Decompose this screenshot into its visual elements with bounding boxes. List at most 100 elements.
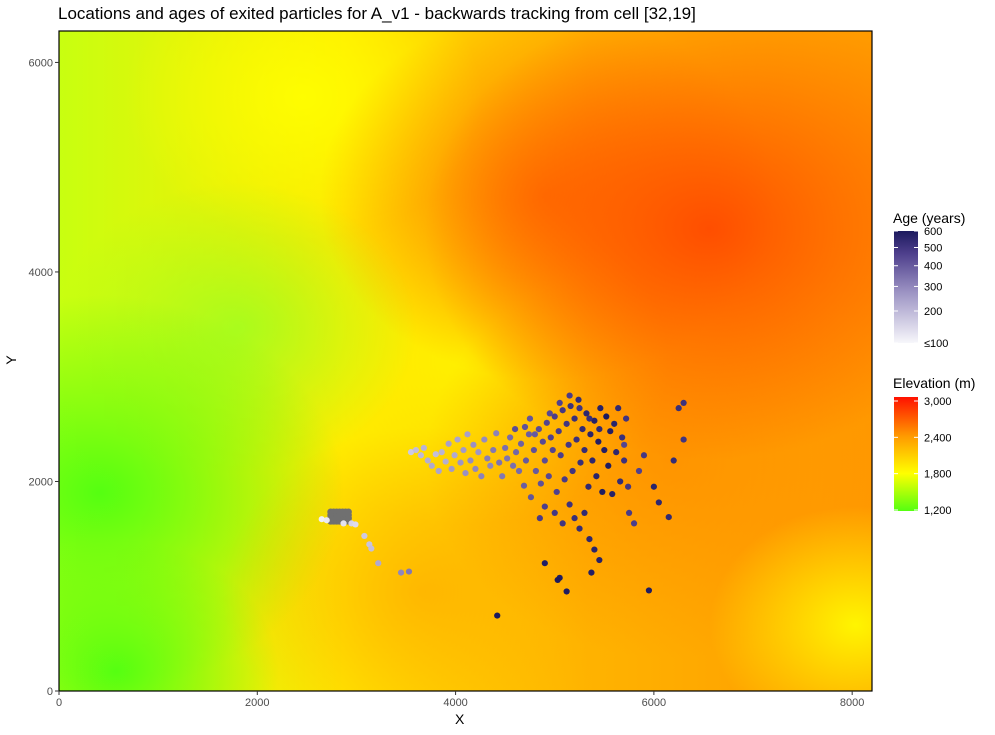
chart-title: Locations and ages of exited particles f…: [58, 4, 696, 23]
age-tick-label: 400: [924, 261, 942, 273]
particle-point: [478, 473, 485, 480]
particle-point: [586, 415, 593, 422]
particle-point: [630, 520, 638, 527]
particle-point: [559, 407, 566, 414]
particle-point: [405, 568, 413, 575]
particle-point: [526, 415, 534, 422]
particle-point: [541, 503, 548, 510]
x-axis-title: X: [455, 711, 465, 727]
particle-point: [507, 434, 514, 441]
particle-point: [554, 576, 561, 584]
particle-point: [509, 462, 517, 469]
particle-point: [527, 494, 535, 501]
particle-point: [557, 452, 564, 459]
x-tick-label: 2000: [245, 697, 269, 709]
particle-point: [645, 587, 653, 594]
particle-point: [472, 465, 479, 473]
elevation-tick-label: 2,400: [924, 432, 952, 444]
particle-point: [601, 446, 608, 454]
particle-point: [556, 399, 563, 407]
particle-point: [451, 452, 458, 459]
particle-point: [424, 457, 431, 464]
particle-point: [464, 431, 471, 438]
particle-point: [650, 483, 657, 490]
particle-point: [493, 430, 500, 437]
age-tick-label: 600: [924, 226, 942, 238]
particle-point: [462, 469, 469, 477]
particle-point: [588, 569, 595, 576]
particle-point: [521, 423, 529, 431]
particle-point: [470, 441, 477, 448]
particle-point: [502, 444, 509, 452]
particle-point: [591, 417, 598, 424]
particle-point: [517, 440, 525, 447]
particle-point: [438, 449, 445, 456]
age-tick-label: 300: [924, 281, 942, 293]
particle-point: [551, 413, 558, 420]
particle-point: [484, 455, 491, 462]
particle-point: [655, 499, 662, 506]
particle-point: [539, 438, 546, 445]
particle-point: [407, 449, 415, 456]
elevation-tick-label: 1,800: [924, 469, 952, 481]
particle-point: [619, 434, 626, 441]
age-tick-label: ≤100: [924, 338, 948, 350]
elevation-raster: [59, 31, 872, 691]
particle-point: [625, 509, 633, 517]
plot-panel-border: [58, 30, 873, 692]
particle-point: [596, 556, 603, 564]
grey-point: [345, 508, 352, 516]
particle-point: [576, 525, 583, 532]
particle-point: [361, 532, 368, 540]
particle-point: [530, 446, 538, 454]
x-tick-label: 0: [56, 697, 62, 709]
particle-point: [481, 436, 488, 443]
particle-point: [571, 415, 578, 422]
elevation-tick-label: 3,000: [924, 396, 952, 408]
y-tick-label: 2000: [29, 476, 53, 488]
particle-point: [536, 515, 543, 522]
particle-point: [623, 415, 630, 422]
particle-point: [475, 449, 482, 456]
particle-point: [511, 425, 519, 433]
particle-point: [340, 520, 347, 527]
particle-point: [460, 446, 467, 454]
particle-point: [432, 451, 439, 458]
age-legend-ticks: ≤100 200 300 400 500 600: [894, 226, 948, 350]
particle-point: [635, 467, 643, 475]
particle-point: [496, 459, 503, 466]
particle-point: [589, 457, 596, 464]
particle-point: [675, 405, 682, 412]
particle-point: [323, 517, 330, 524]
particle-points: [318, 392, 687, 619]
particle-point: [611, 420, 618, 427]
particle-point: [561, 476, 568, 483]
particle-point: [457, 459, 464, 466]
particle-point: [375, 560, 382, 567]
particle-point: [585, 483, 592, 490]
x-tick-label: 8000: [840, 697, 864, 709]
age-tick-label: 200: [924, 306, 942, 318]
particle-point: [420, 444, 427, 452]
particle-point: [640, 452, 648, 459]
particle-point: [515, 467, 523, 475]
particle-point: [412, 446, 420, 454]
particle-point: [609, 490, 616, 498]
particle-point: [397, 569, 405, 576]
particle-point: [605, 462, 612, 469]
x-axis-ticks: 0 2000 4000 6000 8000: [56, 691, 864, 709]
particle-point: [613, 449, 620, 456]
particle-point: [599, 488, 606, 496]
elevation-legend-title: Elevation (m): [893, 375, 976, 391]
particle-point: [581, 509, 588, 517]
x-tick-label: 6000: [642, 697, 666, 709]
particle-point: [586, 535, 593, 543]
particle-point: [551, 509, 558, 517]
particle-point: [531, 431, 539, 438]
particle-point: [504, 455, 511, 462]
particle-point: [499, 473, 506, 480]
particle-point: [565, 441, 572, 448]
particle-point: [625, 483, 632, 490]
particle-point: [428, 462, 435, 469]
